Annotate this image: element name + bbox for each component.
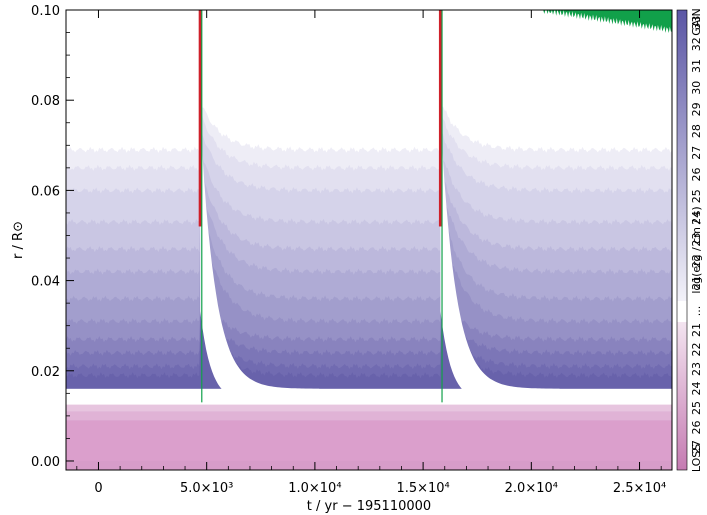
colorbar-loss-tick-24: 24 bbox=[690, 382, 703, 396]
y-tick-label-0: 0.00 bbox=[31, 455, 60, 470]
colorbar-gain-label: GAIN bbox=[690, 8, 703, 36]
colorbar-gain-tick-32: 32 bbox=[690, 37, 703, 51]
x-tick-label-1: 5.0×10³ bbox=[180, 481, 233, 496]
colorbar-gain-tick-28: 28 bbox=[690, 124, 703, 138]
flash-green-spike-0 bbox=[201, 10, 203, 403]
colorbar-loss bbox=[677, 322, 687, 470]
colorbar-loss-tick-25: 25 bbox=[690, 401, 703, 415]
y-tick-label-3: 0.06 bbox=[31, 184, 60, 199]
colorbar-gain-tick-23: 23 bbox=[690, 233, 703, 247]
y-tick-label-2: 0.04 bbox=[31, 275, 60, 290]
colorbar-loss-tick-21: 21 bbox=[690, 323, 703, 337]
colorbar-gain-tick-22: 22 bbox=[690, 254, 703, 268]
colorbar-unit-label: log(erg / cm / s) bbox=[690, 206, 703, 293]
x-axis-title: t / yr − 195110000 bbox=[307, 499, 431, 514]
plot-frame bbox=[65, 9, 673, 471]
colorbar-gain-tick-27: 27 bbox=[690, 146, 703, 160]
colorbar-gain-tick-24: 24 bbox=[690, 211, 703, 225]
colorbar-labels: GAIN 21 22 23 24 25 26 27 28 29 30 31 32 33... 21 22 23 2… bbox=[690, 8, 703, 472]
colorbar-gain-tick-33: 33 bbox=[690, 16, 703, 30]
y-axis-title: r / R⊙ bbox=[11, 221, 26, 259]
colorbar-gain-tick-21: 21 bbox=[690, 276, 703, 290]
colorbar-gain-tick-29: 29 bbox=[690, 102, 703, 116]
x-tick-label-3: 1.5×10⁴ bbox=[396, 481, 449, 496]
colorbar-loss-label: LOSS bbox=[690, 444, 703, 472]
colorbar-loss-tick-23: 23 bbox=[690, 362, 703, 376]
contour-layers bbox=[66, 10, 672, 470]
colorbar-loss-tick-27: 27 bbox=[690, 440, 703, 454]
colorbar-gain-tick-26: 26 bbox=[690, 168, 703, 182]
flash-red-spike-0 bbox=[198, 10, 202, 227]
y-tick-label-1: 0.02 bbox=[31, 365, 60, 380]
zero-flux-band bbox=[66, 388, 672, 401]
colorbar-loss-tick-22: 22 bbox=[690, 343, 703, 357]
colorbar-gain-tick-31: 31 bbox=[690, 59, 703, 73]
flash-green-spike-1 bbox=[441, 10, 443, 403]
colorbar-gain-tick-30: 30 bbox=[690, 81, 703, 95]
y-tick-label-5: 0.10 bbox=[31, 4, 60, 19]
x-tick-label-0: 0 bbox=[94, 481, 102, 496]
y-axis: 0.00 0.02 0.04 0.06 0.08 0.10 bbox=[31, 4, 74, 470]
colorbar-ellipsis: ... bbox=[690, 306, 703, 317]
x-axis: 0 5.0×10³ 1.0×10⁴ 1.5×10⁴ 2.0×10⁴ 2.5×10⁴ bbox=[76, 10, 666, 496]
colorbar-gain-tick-25: 25 bbox=[690, 189, 703, 203]
x-tick-label-4: 2.0×10⁴ bbox=[505, 481, 558, 496]
colorbar-loss-tick-26: 26 bbox=[690, 421, 703, 435]
colorbar-gain bbox=[677, 10, 687, 301]
x-tick-label-2: 1.0×10⁴ bbox=[288, 481, 341, 496]
x-tick-label-5: 2.5×10⁴ bbox=[613, 481, 666, 496]
colorbar-frame bbox=[676, 9, 688, 471]
y-tick-label-4: 0.08 bbox=[31, 94, 60, 109]
loss-contour-layer-3 bbox=[66, 460, 672, 470]
flash-red-spike-1 bbox=[438, 10, 442, 227]
